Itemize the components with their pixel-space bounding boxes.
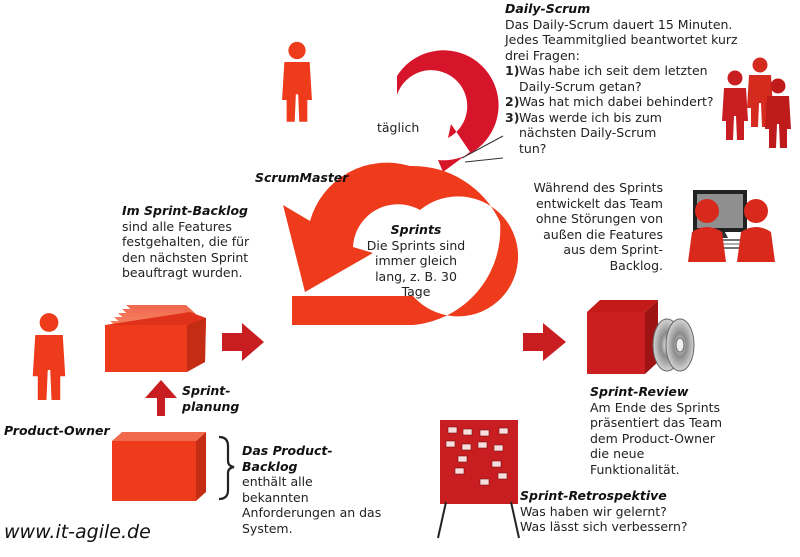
arrow-to-review: [523, 323, 566, 361]
retrospective-q1: Was haben wir gelernt?: [520, 503, 667, 519]
daily-scrum-text: Daily-Scrum Das Daily-Scrum dauert 15 Mi…: [505, 1, 741, 156]
product-backlog-text: Das Product-Backlog enthält alle bekannt…: [242, 443, 382, 536]
team-note: Während des Sprints entwickelt das Team …: [533, 180, 663, 273]
sprint-review-desc: Am Ende des Sprints präsentiert das Team…: [590, 399, 723, 477]
arrow-to-sprint: [222, 323, 264, 361]
daily-scrum-title: Daily-Scrum: [505, 1, 591, 16]
sprint-backlog-desc: sind alle Features festgehalten, die für…: [122, 218, 250, 281]
product-backlog-title: Das Product-Backlog: [242, 443, 333, 474]
daily-loop-arrow: [397, 50, 499, 173]
sprint-review-text: Sprint-Review Am Ende des Sprints präsen…: [590, 384, 730, 477]
sprints-text: Sprints Die Sprints sind immer gleich la…: [366, 222, 466, 300]
sprint-review-box: [587, 300, 695, 374]
sprint-planning-label: Sprint- planung: [182, 383, 240, 414]
footer-url[interactable]: www.it-agile.de: [4, 521, 151, 543]
daily-question: 2)Was hat mich dabei behindert?: [505, 94, 714, 109]
daily-question: 1)Was habe ich seit dem letzten Daily-Sc…: [505, 63, 708, 94]
daily-callout-line: [461, 135, 504, 159]
sprints-desc: Die Sprints sind immer gleich lang, z. B…: [366, 237, 466, 300]
retrospective-title: Sprint-Retrospektive: [520, 488, 667, 503]
retrospective-text: Sprint-Retrospektive Was haben wir geler…: [520, 488, 700, 535]
daily-scrum-intro: Das Daily-Scrum dauert 15 Minuten. Jedes…: [505, 16, 738, 63]
retrospective-board: [437, 420, 520, 539]
arrow-sprint-planning: [145, 380, 177, 416]
sprint-review-title: Sprint-Review: [590, 384, 689, 399]
product-backlog-desc: enthält alle bekannten Anforderungen an …: [242, 474, 382, 536]
daily-question: 3)Was werde ich bis zum nächsten Daily-S…: [505, 109, 662, 156]
product-backlog-box: [112, 432, 206, 501]
sprint-backlog-text: Im Sprint-Backlog sind alle Features fes…: [122, 203, 260, 281]
team-computer: [688, 190, 775, 262]
daily-loop-label: täglich: [377, 120, 420, 135]
product-owner-figure: [32, 313, 66, 400]
scrum-master-figure: [282, 41, 312, 122]
backlog-brace: [218, 435, 235, 501]
sprints-title: Sprints: [390, 222, 442, 237]
product-owner-label: Product-Owner: [4, 423, 110, 438]
sprint-backlog-box: [105, 305, 206, 372]
scrum-master-label: ScrumMaster: [255, 170, 349, 185]
sprint-backlog-title: Im Sprint-Backlog: [122, 203, 248, 218]
sprint-swirl-arrow: [283, 162, 519, 325]
retrospective-q2: Was lässt sich verbessern?: [520, 519, 688, 534]
